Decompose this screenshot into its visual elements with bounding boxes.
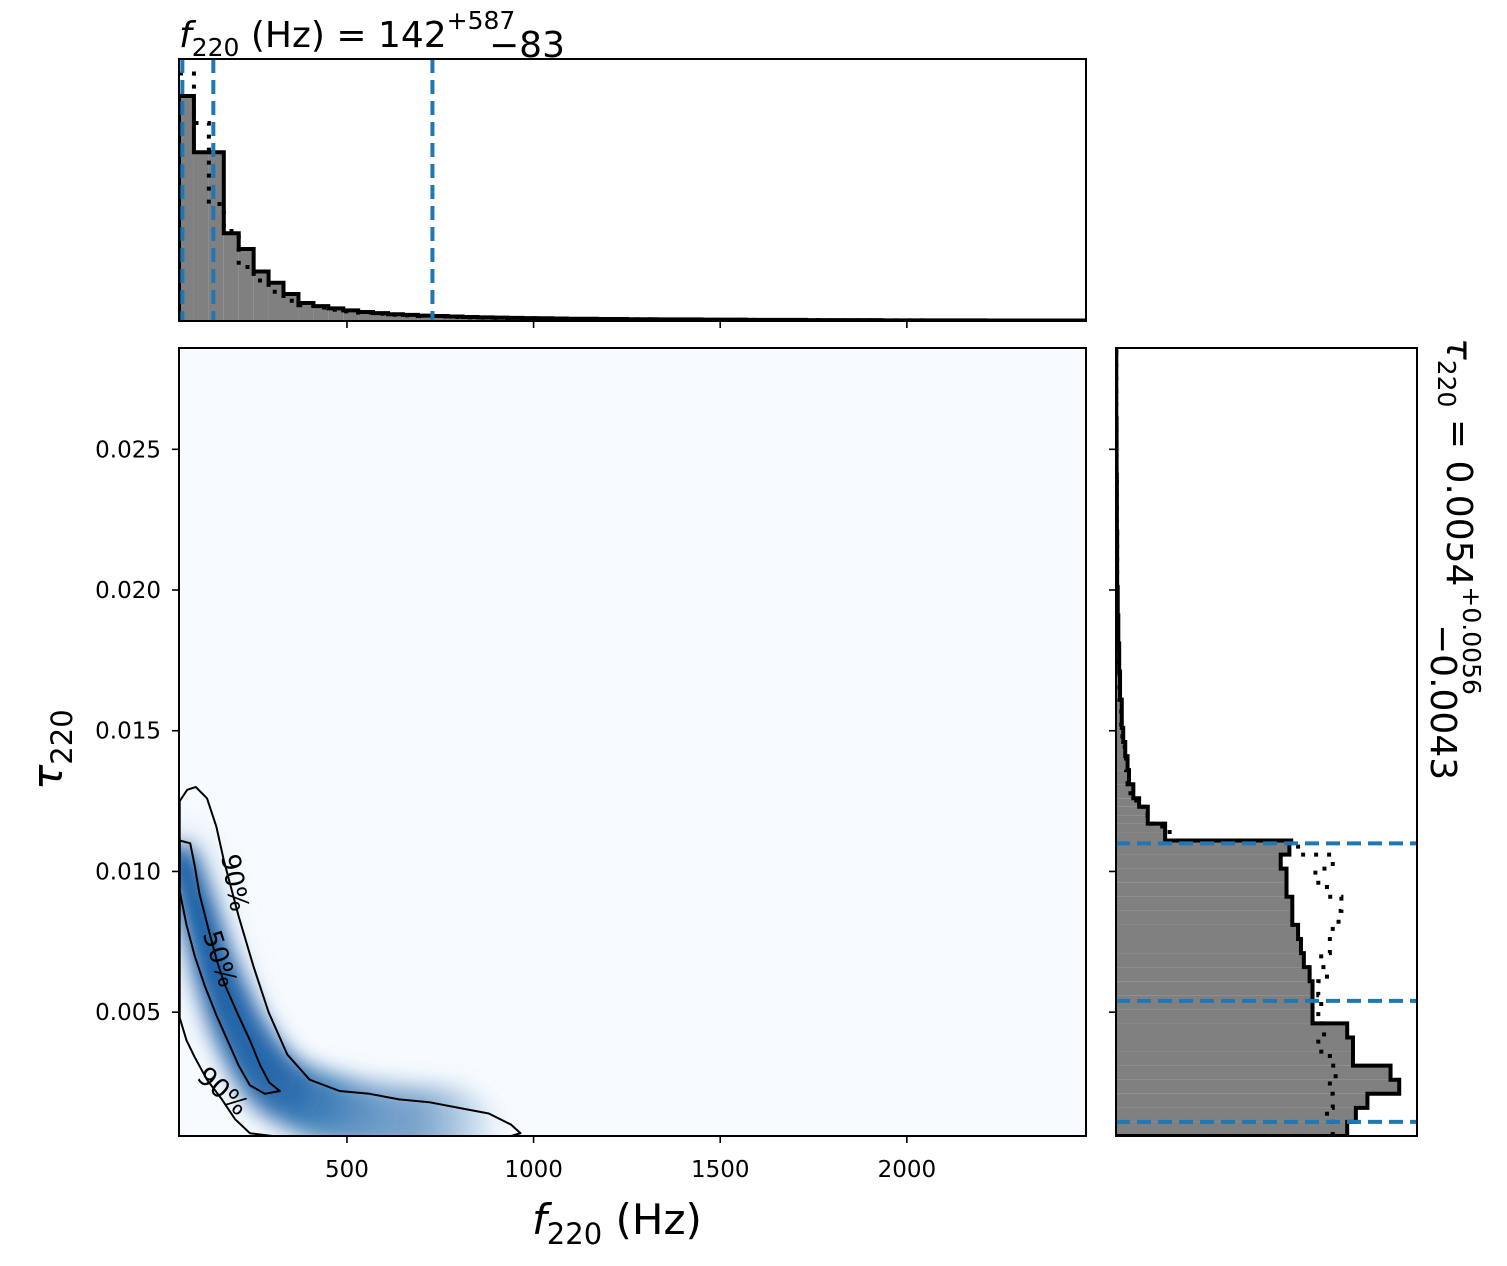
density-halo (414, 1083, 503, 1136)
top-hist-bar (358, 312, 374, 321)
right-marginal-title: τ220 = 0.0054+0.0056 −0.0043 (1422, 338, 1486, 780)
right-hist-bar (1116, 882, 1287, 897)
right-hist-bar (1116, 1037, 1353, 1052)
xtick-label: 2000 (878, 1157, 937, 1183)
right-hist-bar (1116, 770, 1130, 785)
contour-90pct (179, 786, 522, 1136)
ytick-label: 0.020 (95, 578, 161, 604)
right-hist-bar (1116, 1121, 1348, 1136)
joint-yticks: 0.005 0.010 0.015 0.020 0.025 (95, 437, 179, 1026)
top-hist-bar (283, 294, 299, 321)
right-hist-bar (1116, 756, 1128, 771)
right-hist-bar (1116, 939, 1301, 954)
right-hist-bar (1116, 967, 1310, 982)
right-hist-bar (1116, 854, 1281, 869)
right-title-value: = 0.0054 (1438, 407, 1479, 586)
top-hist-bar (208, 152, 224, 321)
right-marginal-yticks (1109, 448, 1116, 1013)
contour-50pct (179, 839, 281, 1095)
right-hist-bar (1116, 1009, 1313, 1024)
top-hist-bar (253, 271, 269, 321)
x-axis-subscript: 220 (547, 1217, 602, 1251)
right-hist-bar (1116, 896, 1293, 911)
right-hist-bar (1116, 806, 1148, 816)
right-hist-bar (1116, 981, 1313, 996)
right-hist-bar (1116, 910, 1293, 925)
right-hist-bar (1116, 742, 1126, 757)
right-hist-bar (1116, 823, 1166, 833)
right-hist-bar (1116, 798, 1140, 807)
top-hist-bar (402, 314, 418, 321)
right-hist-bar (1116, 924, 1299, 939)
right-title-text: τ220 = 0.0054+0.0056 (1432, 338, 1486, 695)
right-hist-bar (1116, 1107, 1356, 1122)
top-hist-bar (193, 152, 209, 321)
top-marginal-title: f220 (Hz) = 142+587 (179, 6, 515, 62)
ytick-label: 0.010 (95, 859, 161, 885)
joint-contours (179, 786, 522, 1136)
x-axis-unit: (Hz) (602, 1195, 702, 1244)
y-axis-subscript: 220 (45, 709, 79, 764)
joint-frame (178, 347, 1087, 1137)
joint-density-panel: 90%50%90% 500 1000 1500 2000 0.0050.0100.01… (23, 347, 1087, 1251)
ytick-label: 0.015 (95, 719, 161, 745)
y-axis-label: τ220 (23, 709, 79, 790)
top-marginal-panel: f220 (Hz) = 142+587 −83 (178, 6, 1087, 328)
top-hist-outline (179, 94, 1086, 321)
right-hist-reference-outline (1116, 348, 1344, 1136)
top-marginal-histogram (179, 59, 1086, 321)
top-hist-bar (373, 313, 389, 321)
right-hist-bar (1116, 815, 1148, 824)
top-hist-bar (238, 249, 254, 321)
right-marginal-frame (1115, 347, 1418, 1137)
right-hist-bar (1116, 727, 1124, 742)
right-hist-bar (1116, 1023, 1348, 1038)
right-title-subscript: 220 (1432, 360, 1461, 408)
right-hist-bar (1116, 1065, 1391, 1080)
ytick-label: 0.005 (95, 1000, 161, 1026)
ytick-label: 0.025 (95, 437, 161, 463)
xtick-label: 1500 (691, 1157, 750, 1183)
right-hist-bar (1116, 1051, 1353, 1066)
right-hist-bar (1116, 1093, 1368, 1108)
right-title-lower-error: −0.0043 (1422, 624, 1463, 780)
top-hist-bar (268, 282, 284, 321)
top-marginal-frame (178, 58, 1087, 322)
right-title-upper-error: +0.0056 (1457, 586, 1486, 694)
top-hist-bar (223, 233, 239, 321)
top-title-upper-error: +587 (447, 6, 516, 35)
right-hist-bar (1116, 995, 1313, 1010)
top-hist-reference-outline (179, 71, 1086, 321)
right-hist-bar (1116, 953, 1304, 968)
right-hist-bar (1116, 1079, 1400, 1094)
top-hist-bar (447, 316, 463, 321)
right-hist-bar (1116, 868, 1287, 883)
top-hist-bar (432, 316, 448, 321)
density-blur-group (179, 813, 503, 1136)
right-marginal-histogram (1116, 348, 1417, 1136)
joint-density-heatmap (179, 813, 503, 1136)
xtick-label: 500 (325, 1157, 369, 1183)
top-hist-bar (417, 315, 433, 321)
top-title-value: (Hz) = 142 (239, 15, 446, 56)
joint-xticks: 500 1000 1500 2000 (325, 1136, 936, 1183)
xtick-label: 1000 (504, 1157, 563, 1183)
top-hist-bar (343, 310, 359, 321)
right-hist-bar (1116, 832, 1166, 841)
top-hist-bar (388, 314, 403, 321)
top-hist-bar (328, 308, 344, 321)
top-hist-bar (298, 303, 314, 321)
top-title-subscript: 220 (192, 33, 240, 62)
right-marginal-panel: τ220 = 0.0054+0.0056 −0.0043 (1109, 338, 1486, 1137)
x-axis-label: f220 (Hz) (532, 1195, 702, 1251)
y-axis-symbol: τ (23, 764, 72, 790)
right-title-symbol: τ (1438, 338, 1479, 360)
top-hist-bar (313, 306, 329, 321)
joint-background (179, 348, 1086, 1136)
right-hist-bar (1116, 699, 1122, 728)
top-marginal-xticks (346, 321, 908, 328)
